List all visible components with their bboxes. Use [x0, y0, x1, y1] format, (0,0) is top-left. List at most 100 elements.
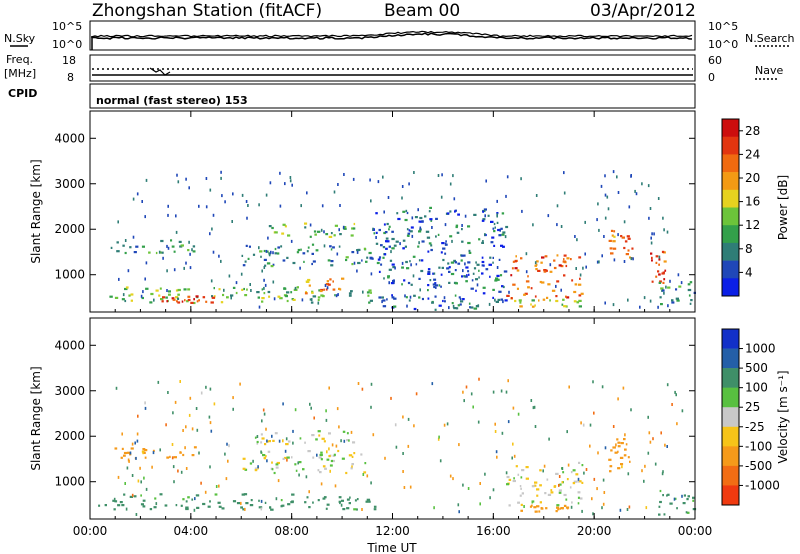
velocity-sparse-echo: [210, 429, 213, 433]
power-echo-cell: [450, 272, 455, 276]
velocity-echo-cell: [154, 497, 157, 500]
velocity-sparse-echo: [666, 383, 669, 387]
power-sparse-echo: [249, 283, 251, 286]
power-echo-cell: [391, 237, 395, 241]
power-echo-cell: [461, 240, 464, 243]
velocity-sparse-echo: [208, 415, 211, 419]
power-echo-cell: [501, 212, 505, 215]
velocity-sparse-echo: [172, 465, 175, 469]
power-echo-cell: [243, 287, 245, 291]
power-echo-cell: [491, 236, 495, 239]
velocity-sparse-echo: [403, 486, 406, 489]
velocity-echo-cell: [256, 440, 259, 444]
power-echo-cell: [222, 293, 225, 297]
power-echo-cell: [527, 275, 529, 278]
velocity-sparse-echo: [601, 506, 603, 510]
power-echo-cell: [676, 299, 680, 302]
velocity-sparse-echo: [257, 465, 259, 469]
velocity-sparse-echo: [407, 444, 410, 448]
power-echo-cell: [667, 286, 671, 289]
velocity-echo-cell: [264, 501, 267, 504]
power-echo-cell: [537, 269, 541, 272]
power-sparse-echo: [582, 266, 584, 270]
velocity-sparse-echo: [188, 413, 191, 417]
power-sparse-echo: [404, 294, 406, 298]
power-echo-cell: [515, 255, 517, 258]
power-sparse-echo: [604, 193, 607, 197]
power-echo-cell: [406, 267, 410, 270]
power-echo-cell: [498, 234, 502, 237]
power-sparse-echo: [191, 248, 193, 252]
velocity-echo-cell: [317, 469, 320, 472]
power-echo-cell: [426, 236, 431, 239]
velocity-sparse-echo: [173, 480, 175, 484]
power-sparse-echo: [173, 268, 176, 272]
power-echo-cell: [427, 268, 431, 271]
power-echo-cell: [493, 244, 496, 247]
velocity-sparse-echo: [384, 456, 386, 460]
velocity-echo-cell: [512, 479, 516, 483]
velocity-echo-cell: [577, 491, 581, 494]
velocity-echo-cell: [619, 456, 624, 459]
velocity-echo-cell: [627, 456, 630, 459]
velocity-echo-cell: [346, 498, 350, 501]
power-echo-cell: [271, 226, 274, 230]
velocity-echo-cell: [191, 454, 195, 457]
velocity-sparse-echo: [654, 462, 657, 466]
power-echo-cell: [391, 263, 395, 266]
power-echo-cell: [405, 260, 408, 264]
velocity-echo-cell: [562, 507, 564, 510]
power-echo-cell: [343, 227, 347, 230]
velocity-echo-cell: [152, 449, 155, 452]
power-echo-cell: [492, 296, 494, 299]
power-echo-cell: [661, 289, 663, 292]
velocity-echo-cell: [538, 510, 541, 513]
power-sparse-echo: [604, 301, 606, 305]
velocity-echo-cell: [566, 478, 569, 481]
velocity-colorbar-tick-label: 25: [745, 400, 760, 414]
power-echo-cell: [380, 263, 383, 266]
velocity-echo-cell: [149, 508, 153, 511]
cpid-frame: [89, 83, 696, 109]
power-echo-cell: [689, 302, 692, 305]
power-echo-cell: [297, 248, 301, 252]
velocity-sparse-echo: [196, 428, 199, 432]
velocity-sparse-echo: [174, 400, 177, 404]
velocity-sparse-echo: [570, 505, 573, 509]
velocity-sparse-echo: [265, 427, 267, 431]
power-echo-cell: [527, 286, 530, 289]
power-echo-cell: [116, 250, 120, 253]
power-echo-cell: [173, 250, 176, 253]
power-echo-cell: [159, 287, 162, 290]
power-echo-cell: [501, 285, 504, 288]
velocity-sparse-echo: [561, 467, 564, 470]
power-echo-cell: [519, 301, 522, 304]
power-echo-cell: [311, 291, 314, 294]
power-echo-cell: [304, 222, 308, 225]
power-echo-cell: [492, 256, 494, 259]
velocity-echo-cell: [579, 480, 582, 483]
power-echo-cell: [329, 278, 332, 281]
power-sparse-echo: [401, 185, 404, 188]
power-echo-cell: [213, 287, 215, 290]
velocity-echo-cell: [525, 466, 529, 469]
velocity-sparse-echo: [278, 439, 281, 443]
velocity-sparse-echo: [402, 415, 404, 419]
power-echo-cell: [183, 288, 187, 291]
power-echo-cell: [315, 249, 319, 252]
velocity-sparse-echo: [121, 432, 123, 436]
power-sparse-echo: [339, 204, 341, 207]
velocity-echo-cell: [360, 453, 363, 456]
velocity-sparse-echo: [260, 450, 262, 454]
velocity-echo-cell: [581, 464, 584, 467]
power-echo-cell: [503, 270, 508, 273]
velocity-sparse-echo: [244, 507, 246, 511]
power-sparse-echo: [482, 240, 484, 243]
power-sparse-echo: [556, 223, 558, 227]
power-echo-cell: [312, 295, 317, 298]
power-sparse-echo: [326, 286, 329, 290]
power-echo-cell: [303, 260, 305, 263]
velocity-echo-cell: [533, 506, 537, 509]
